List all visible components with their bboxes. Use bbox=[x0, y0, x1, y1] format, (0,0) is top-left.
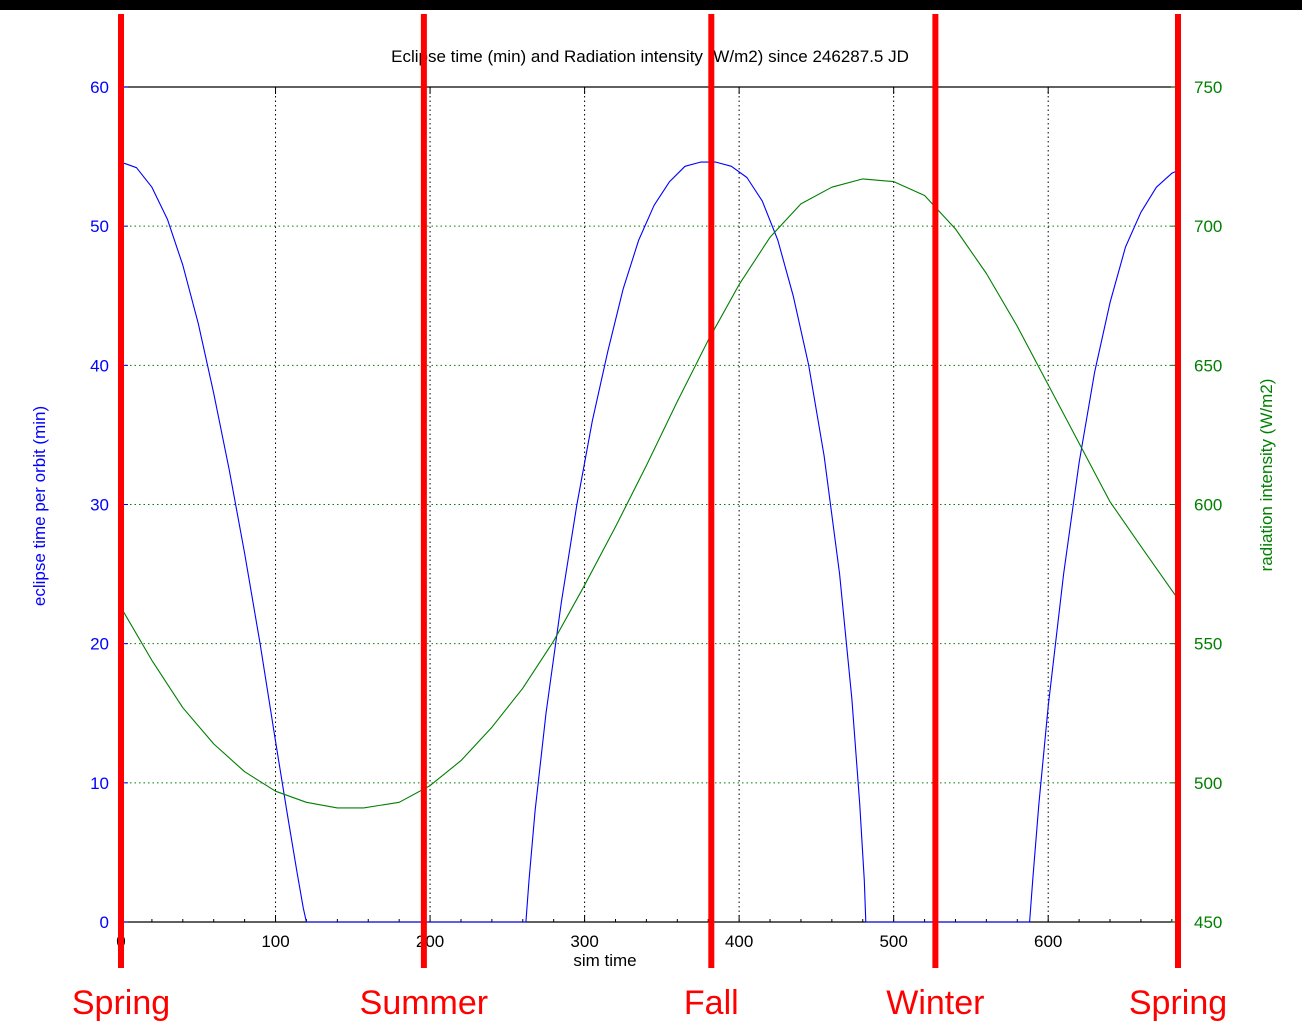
radiation-intensity-line bbox=[120, 178, 1179, 809]
x-tick-label: 200 bbox=[416, 932, 444, 951]
y-axis-label-right: radiation intensity (W/m2) bbox=[1257, 379, 1276, 572]
x-tick-label: 300 bbox=[570, 932, 598, 951]
y-left-tick-label: 0 bbox=[100, 913, 109, 932]
y-right-tick-label: 600 bbox=[1194, 496, 1222, 515]
y-left-tick-label: 60 bbox=[90, 78, 109, 97]
season-lines bbox=[118, 14, 1181, 968]
x-tick-label: 100 bbox=[261, 932, 289, 951]
season-label: Winter bbox=[886, 984, 985, 1022]
axis-ticks: 0100200300400500600010203040506045050055… bbox=[90, 78, 1222, 951]
y-left-tick-label: 30 bbox=[90, 496, 109, 515]
series bbox=[120, 161, 1179, 923]
y-left-tick-label: 10 bbox=[90, 774, 109, 793]
y-left-tick-label: 50 bbox=[90, 217, 109, 236]
x-axis-label: sim time bbox=[573, 951, 636, 970]
season-label: Fall bbox=[683, 984, 739, 1022]
season-label: Spring bbox=[1128, 984, 1228, 1022]
y-right-tick-label: 700 bbox=[1194, 217, 1222, 236]
x-tick-label: 600 bbox=[1034, 932, 1062, 951]
y-right-tick-label: 450 bbox=[1194, 913, 1222, 932]
season-label: Summer bbox=[359, 984, 489, 1022]
top-band bbox=[0, 0, 1302, 10]
y-right-tick-label: 650 bbox=[1194, 356, 1222, 375]
y-right-tick-label: 750 bbox=[1194, 78, 1222, 97]
eclipse-time-line bbox=[120, 161, 1179, 923]
season-label: Spring bbox=[71, 984, 171, 1022]
y-right-tick-label: 500 bbox=[1194, 774, 1222, 793]
y-right-tick-label: 550 bbox=[1194, 635, 1222, 654]
x-tick-label: 500 bbox=[879, 932, 907, 951]
y-left-tick-label: 20 bbox=[90, 635, 109, 654]
x-tick-label: 400 bbox=[725, 932, 753, 951]
y-left-tick-label: 40 bbox=[90, 356, 109, 375]
y-axis-label-left: eclipse time per orbit (min) bbox=[30, 406, 49, 606]
grid bbox=[121, 87, 1178, 922]
chart-title: Eclipse time (min) and Radiation intensi… bbox=[391, 47, 909, 66]
